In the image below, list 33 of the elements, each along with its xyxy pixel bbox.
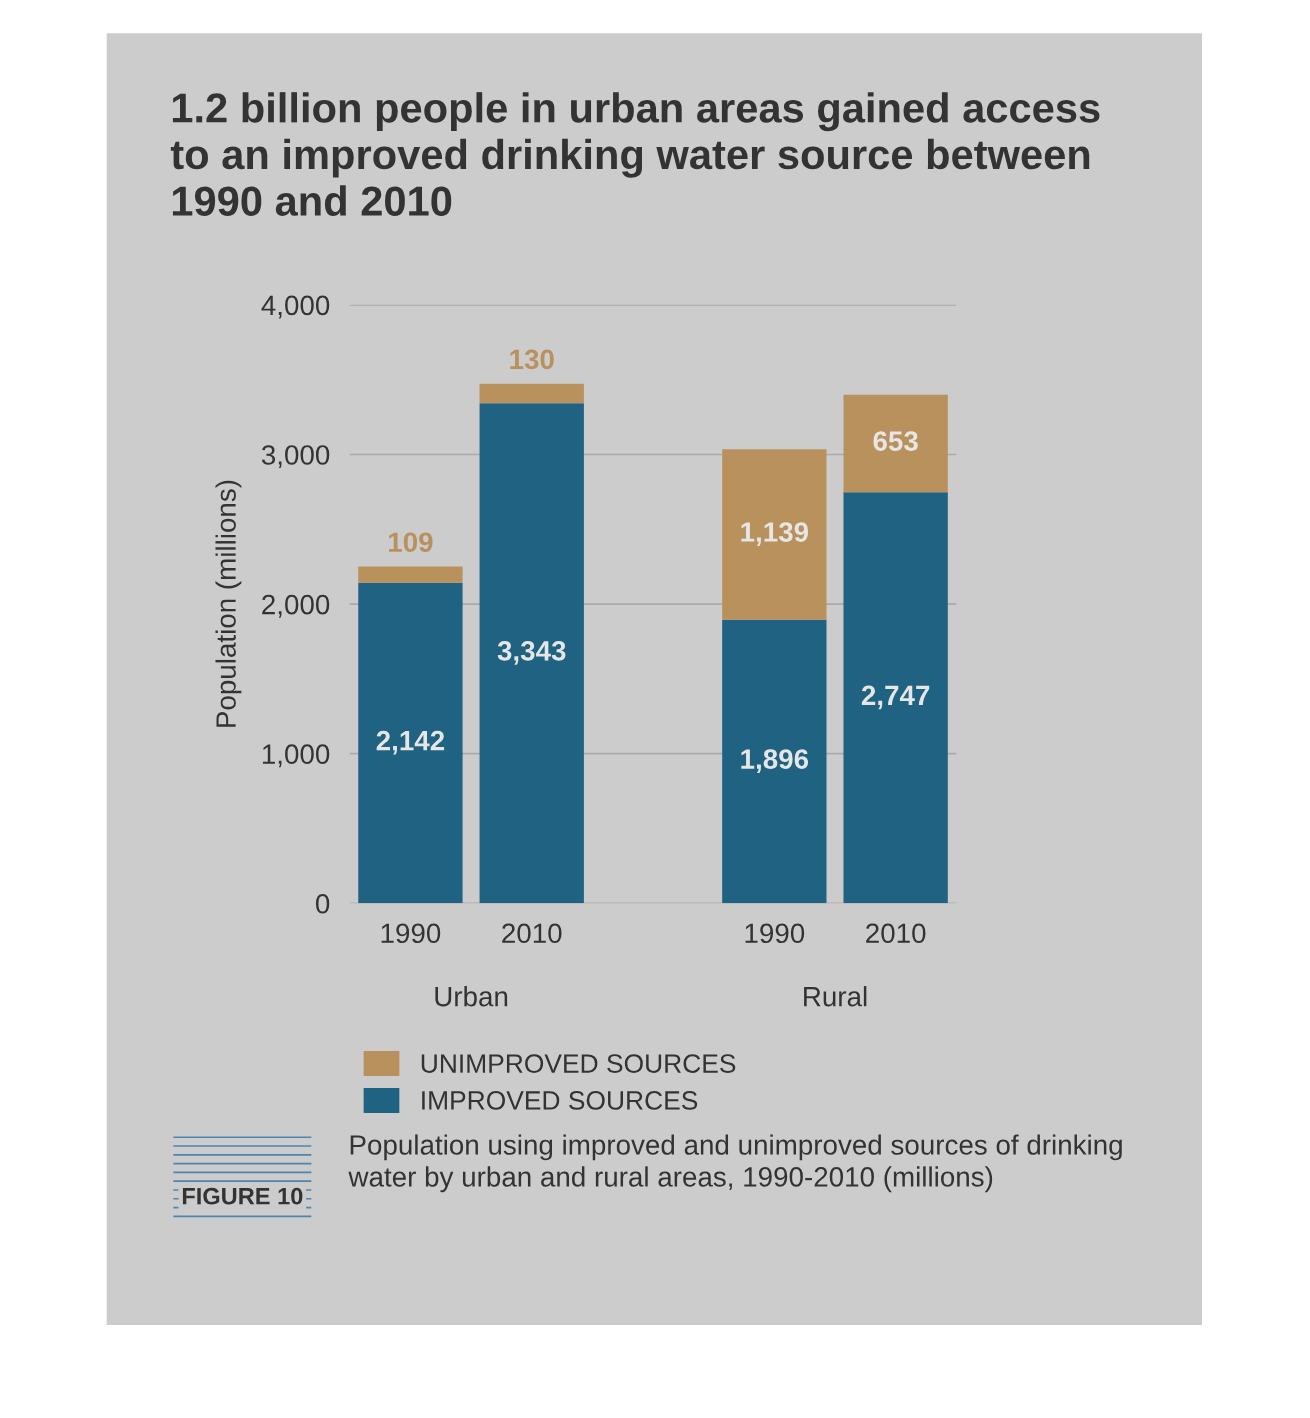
- y-tick-label: 3,000: [261, 445, 330, 469]
- bar: [479, 383, 584, 404]
- bar: [722, 619, 827, 904]
- bar: [479, 403, 584, 904]
- data-label: 2,142: [376, 730, 445, 755]
- data-label: 109: [389, 532, 433, 553]
- bar: [358, 582, 463, 904]
- x-tick-label: 1990: [745, 923, 805, 944]
- y-tick-label: 0: [315, 893, 330, 914]
- y-tick-label: 2,000: [262, 594, 330, 618]
- data-label: 1,139: [741, 522, 809, 546]
- bar: [843, 394, 948, 493]
- data-label: 3,343: [497, 641, 566, 665]
- chart-title: 1.2 billion people in urban areas gained access to an improved drinking water source between 1990 and 2010: [170, 92, 1100, 216]
- text: Urban: [435, 986, 508, 1007]
- text: Population using improved and unimproved sources of drinking water by urban and rural areas, 1990-2010 (millions): [348, 1134, 1122, 1193]
- data-label: 653: [873, 431, 918, 451]
- x-tick-label: 2010: [866, 923, 926, 944]
- text: Rural: [804, 986, 867, 1007]
- x-tick-label: 2010: [502, 923, 562, 944]
- y-tick-label: 1,000: [262, 744, 330, 768]
- caption: FIGURE 10: [182, 1187, 303, 1205]
- data-label: 130: [510, 349, 554, 370]
- x-tick-label: 1990: [381, 923, 441, 944]
- y-axis-title: Population (millions): [215, 480, 242, 727]
- legend-label: IMPROVED SOURCES: [422, 1091, 698, 1110]
- data-label: 2,747: [861, 685, 930, 710]
- bar: [358, 566, 463, 583]
- data-label: 1,896: [741, 749, 809, 773]
- legend-label: UNIMPROVED SOURCES: [421, 1054, 736, 1073]
- y-tick-label: 4,000: [261, 295, 330, 319]
- bar: [722, 449, 827, 620]
- bar: [843, 492, 948, 904]
